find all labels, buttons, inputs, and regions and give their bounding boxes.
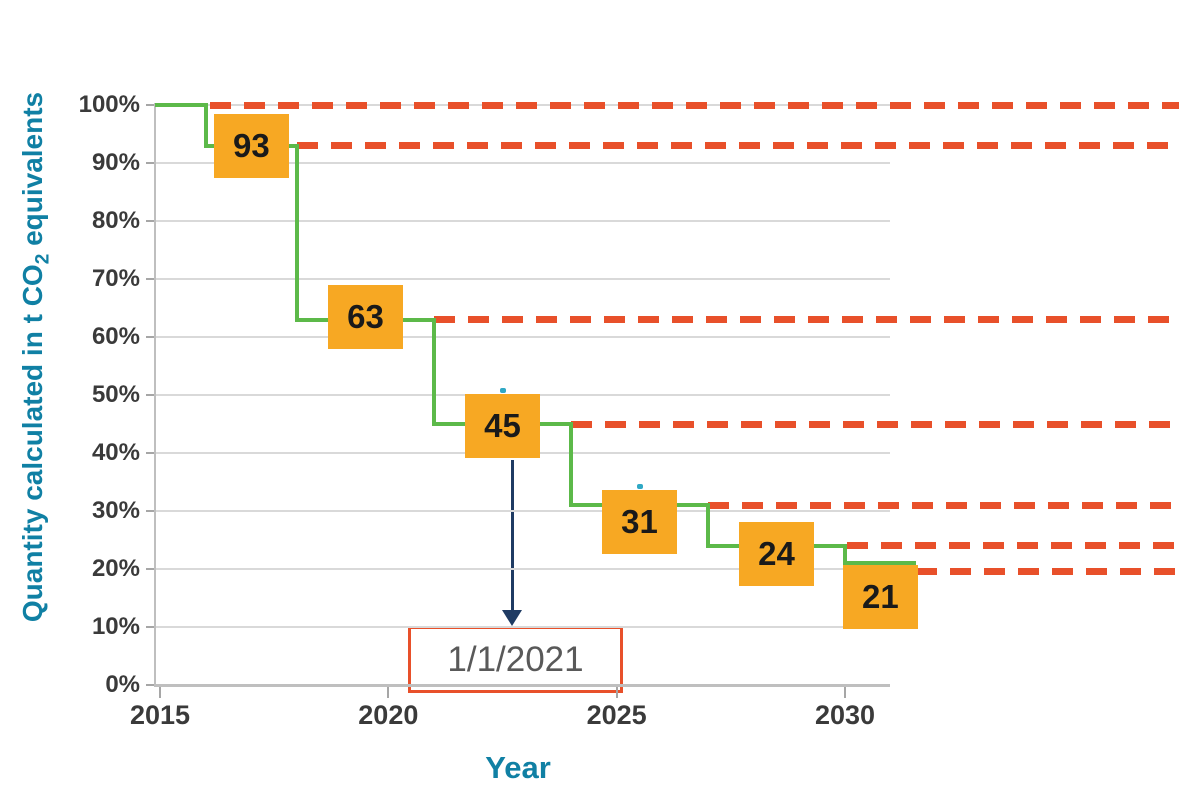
dashed-continuation-line: [847, 542, 1179, 550]
y-tick-mark: [146, 510, 155, 512]
marker-dot-icon: [636, 484, 643, 490]
y-tick-label: 100%: [78, 91, 140, 118]
annotation-date-box: 1/1/2021: [408, 626, 623, 693]
y-axis-title-text: Quantity calculated in t CO: [17, 264, 48, 623]
gridline: [155, 336, 890, 338]
step-drop: [706, 503, 710, 548]
step-drop: [843, 543, 847, 566]
y-tick-mark: [146, 162, 155, 164]
annotation-date-text: 1/1/2021: [447, 639, 584, 679]
x-tick-label: 2020: [358, 700, 419, 730]
y-tick-mark: [146, 278, 155, 280]
y-axis-line: [154, 103, 156, 687]
x-tick-mark: [159, 687, 161, 698]
dashed-continuation-line: [297, 142, 1179, 150]
step-value-label: 45: [465, 394, 540, 458]
dashed-continuation-line: [708, 501, 1179, 509]
step-value-label: 63: [328, 284, 403, 349]
x-tick-mark: [615, 687, 618, 698]
marker-dot-icon: [499, 388, 506, 393]
y-axis-title-suffix: equivalents: [17, 91, 48, 254]
x-tick-label: 2015: [129, 700, 191, 730]
y-tick-label: 10%: [91, 613, 140, 640]
y-tick-mark: [146, 394, 155, 396]
y-tick-mark: [146, 626, 155, 628]
y-tick-mark: [146, 684, 155, 686]
x-tick-label: 2030: [814, 700, 876, 730]
step-drop: [203, 103, 208, 148]
x-tick-mark: [387, 687, 390, 698]
x-tick-mark: [844, 687, 846, 698]
x-axis-title: Year: [485, 750, 551, 785]
dashed-continuation-line: [915, 568, 1179, 576]
y-tick-label: 0%: [105, 671, 140, 698]
gridline: [155, 684, 890, 687]
co2-subscript: 2: [32, 253, 54, 265]
y-tick-mark: [146, 568, 155, 570]
y-tick-label: 80%: [91, 207, 140, 234]
step-drop: [432, 317, 436, 426]
y-tick-label: 50%: [91, 381, 140, 408]
y-tick-label: 40%: [91, 439, 140, 466]
x-tick-label: 2025: [586, 700, 647, 730]
step-segment: [845, 561, 916, 566]
dashed-continuation-line: [434, 316, 1179, 324]
dashed-continuation-line: [571, 420, 1179, 428]
gridline: [155, 162, 890, 164]
gridline: [155, 510, 890, 512]
y-tick-mark: [146, 336, 155, 338]
step-segment: [155, 103, 206, 107]
y-tick-label: 60%: [91, 323, 140, 350]
step-value-label: 24: [739, 521, 814, 586]
y-tick-mark: [146, 220, 155, 222]
gridline: [155, 220, 890, 222]
dashed-continuation-line: [210, 101, 1179, 109]
y-tick-label: 70%: [91, 265, 140, 292]
step-drop: [295, 143, 299, 322]
step-value-label: 31: [602, 490, 677, 555]
y-tick-label: 30%: [91, 497, 140, 524]
gridline: [155, 568, 890, 570]
y-tick-mark: [146, 452, 155, 454]
y-tick-label: 20%: [91, 555, 140, 582]
y-tick-mark: [146, 104, 155, 106]
annotation-arrow-head-icon: [502, 610, 522, 626]
y-tick-label: 90%: [91, 149, 140, 176]
gridline: [155, 278, 890, 280]
y-axis-title: Quantity calculated in t CO2 equivalents: [17, 91, 54, 623]
gridline: [155, 626, 890, 628]
annotation-arrow-line: [511, 460, 514, 612]
step-value-label: 21: [842, 565, 918, 630]
step-value-label: 93: [213, 113, 289, 178]
step-drop: [569, 422, 573, 508]
